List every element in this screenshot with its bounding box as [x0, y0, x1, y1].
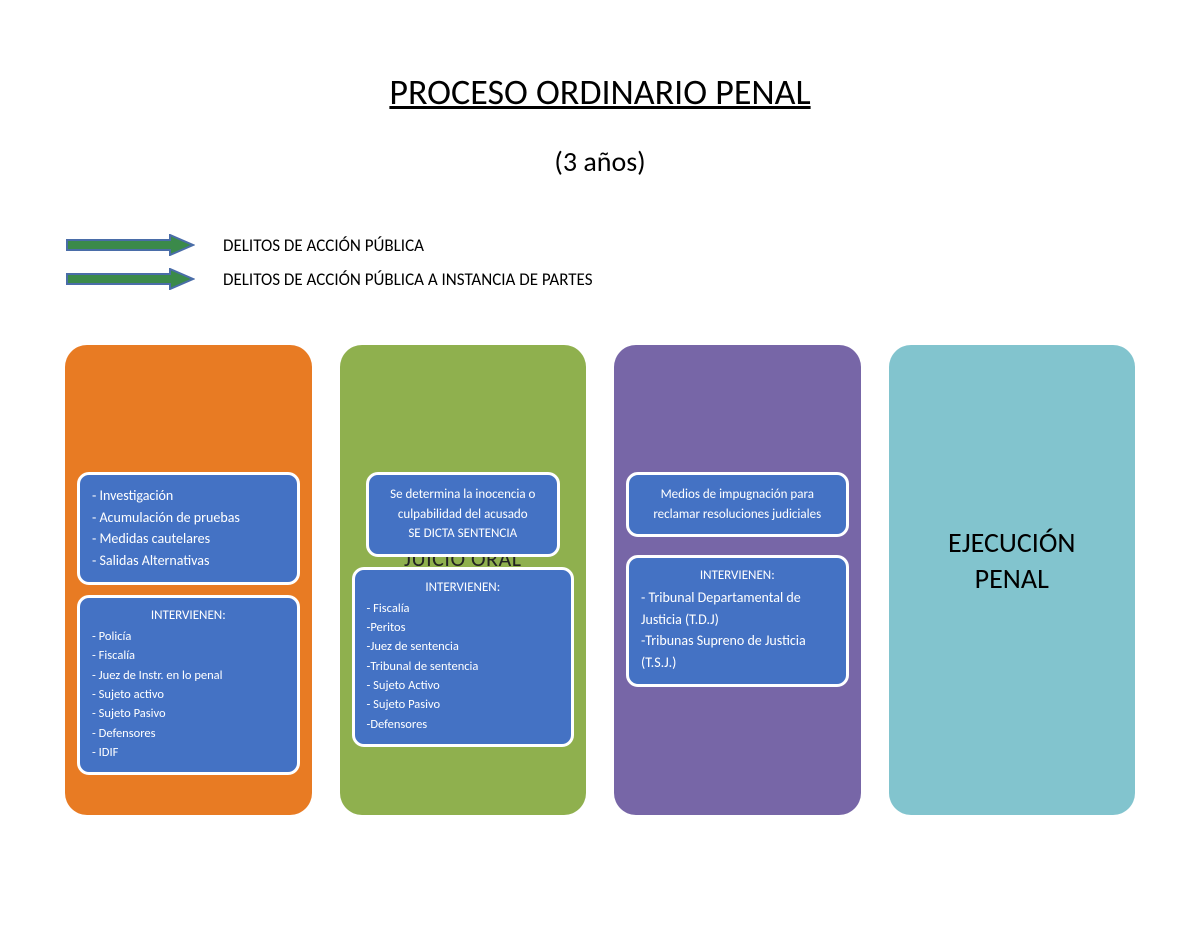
legend-row: DELITOS DE ACCIÓN PÚBLICA — [65, 234, 1200, 256]
box-line: - Investigación — [92, 485, 285, 507]
box-line: - IDIF — [92, 743, 285, 762]
box-line: Se determina la inocencia o culpabilidad… — [381, 485, 546, 524]
box-line: - Tribunal Departamental de Justicia (T.… — [641, 587, 834, 630]
box-line: -Peritos — [367, 618, 560, 637]
legend-row: DELITOS DE ACCIÓN PÚBLICA A INSTANCIA DE… — [65, 268, 1200, 290]
page-title: PROCESO ORDINARIO PENAL — [0, 0, 1200, 114]
info-box: INTERVIENEN: - Policía- Fiscalía- Juez de… — [77, 595, 300, 776]
stage-column: JUICIO ORALSe determina la inocencia o c… — [340, 345, 587, 815]
stage-column: Medios de impugnación para reclamar reso… — [614, 345, 861, 815]
box-line: SE DICTA SENTENCIA — [381, 524, 546, 544]
arrow-icon — [65, 234, 195, 256]
box-line: - Sujeto Pasivo — [367, 695, 560, 714]
box-line: Medios de impugnación para reclamar reso… — [641, 485, 834, 524]
stage-column: PREPARATORIA- Investigación- Acumulación… — [65, 345, 312, 815]
box-line: - Defensores — [92, 724, 285, 743]
box-line: -Tribunal de sentencia — [367, 657, 560, 676]
box-line: - Fiscalía — [367, 599, 560, 618]
column-large-title: EJECUCIÓNPENAL — [889, 525, 1136, 598]
info-box: INTERVIENEN: - Tribunal Departamental de … — [626, 555, 849, 687]
box-header: INTERVIENEN: — [367, 580, 560, 595]
info-box: INTERVIENEN: - Fiscalía-Peritos-Juez de s… — [352, 567, 575, 748]
box-line: - Policía — [92, 627, 285, 646]
legend-label: DELITOS DE ACCIÓN PÚBLICA A INSTANCIA DE… — [223, 269, 593, 290]
box-line: -Tribunas Supreno de Justicia (T.S.J.) — [641, 630, 834, 673]
box-line: -Juez de sentencia — [367, 637, 560, 656]
box-header: INTERVIENEN: — [92, 608, 285, 623]
info-box: - Investigación- Acumulación de pruebas-… — [77, 472, 300, 585]
subtitle: (3 años) — [0, 144, 1200, 179]
arrow-icon — [65, 268, 195, 290]
box-line: - Sujeto Activo — [367, 676, 560, 695]
legend: DELITOS DE ACCIÓN PÚBLICA DELITOS DE ACC… — [65, 234, 1200, 290]
box-header: INTERVIENEN: — [641, 568, 834, 583]
box-line: - Fiscalía — [92, 646, 285, 665]
box-line: - Sujeto activo — [92, 685, 285, 704]
legend-label: DELITOS DE ACCIÓN PÚBLICA — [223, 235, 424, 256]
box-line: -Defensores — [367, 715, 560, 734]
info-box: Medios de impugnación para reclamar reso… — [626, 472, 849, 537]
box-line: - Medidas cautelares — [92, 528, 285, 550]
columns-container: PREPARATORIA- Investigación- Acumulación… — [0, 345, 1200, 815]
box-line: - Sujeto Pasivo — [92, 704, 285, 723]
box-line: - Salidas Alternativas — [92, 550, 285, 572]
info-box: Se determina la inocencia o culpabilidad… — [366, 472, 561, 557]
box-line: - Juez de Instr. en lo penal — [92, 666, 285, 685]
stage-column: EJECUCIÓNPENAL — [889, 345, 1136, 815]
box-line: - Acumulación de pruebas — [92, 507, 285, 529]
